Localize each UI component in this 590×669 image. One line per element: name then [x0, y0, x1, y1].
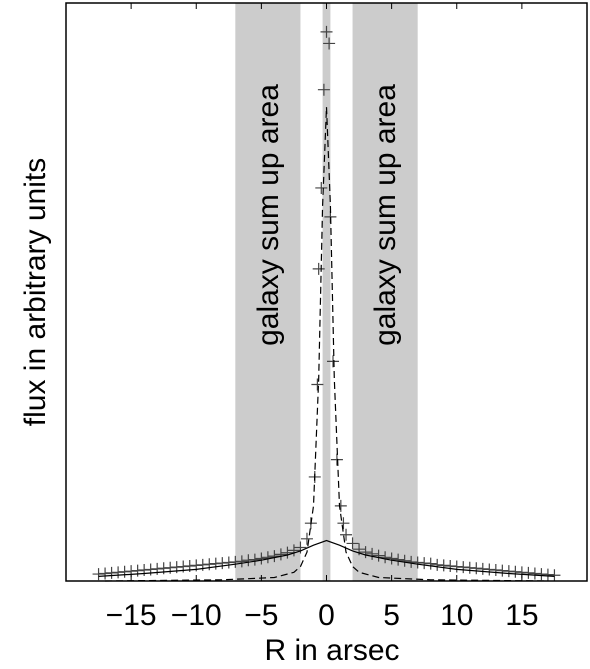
- data-point: [235, 555, 248, 568]
- region-label: galaxy sum up area: [369, 84, 402, 346]
- data-point: [255, 552, 268, 565]
- x-tick-label: −10: [171, 599, 222, 632]
- x-tick-label: −15: [106, 599, 157, 632]
- region-label: galaxy sum up area: [252, 84, 285, 346]
- data-point: [327, 355, 340, 368]
- x-tick-label: 5: [383, 599, 400, 632]
- shaded-region: [352, 3, 418, 581]
- data-point: [323, 37, 336, 50]
- data-point: [274, 548, 287, 561]
- data-point: [317, 83, 330, 96]
- data-point: [312, 262, 325, 275]
- data-point: [424, 557, 437, 570]
- shaded-regions: galaxy sum up area galaxy sum up area: [235, 3, 418, 581]
- data-point: [379, 551, 392, 564]
- data-point: [346, 537, 359, 550]
- x-tick-label: 15: [505, 599, 538, 632]
- data-point: [359, 546, 372, 559]
- data-point: [300, 532, 313, 545]
- data-point: [337, 517, 350, 530]
- data-point: [261, 551, 274, 564]
- data-point: [548, 569, 561, 582]
- series-layer: [92, 25, 561, 582]
- data-point: [385, 552, 398, 565]
- data-point: [392, 553, 405, 566]
- data-point: [320, 25, 333, 38]
- x-tick-label: −5: [244, 599, 278, 632]
- data-point: [340, 528, 353, 541]
- series-dashed-line: [105, 106, 548, 582]
- data-point: [311, 378, 324, 391]
- data-point: [398, 554, 411, 567]
- data-point: [248, 553, 261, 566]
- x-axis-title: R in arsec: [264, 634, 399, 667]
- data-point: [334, 499, 347, 512]
- x-tick-label: 10: [440, 599, 473, 632]
- data-point: [268, 550, 281, 563]
- shaded-region: [322, 3, 331, 581]
- data-point: [287, 544, 300, 557]
- x-tick-label: 0: [318, 599, 335, 632]
- data-point: [315, 181, 328, 194]
- y-axis-title: flux in arbitrary units: [19, 158, 52, 426]
- data-point: [366, 547, 379, 560]
- series-markers: [92, 25, 561, 582]
- data-point: [330, 453, 343, 466]
- series-solid-line: [98, 539, 555, 577]
- x-ticks: −15 −10 −5 0 5 10 15: [106, 3, 539, 632]
- data-point: [372, 549, 385, 562]
- shaded-region: [235, 3, 301, 581]
- data-point: [281, 546, 294, 559]
